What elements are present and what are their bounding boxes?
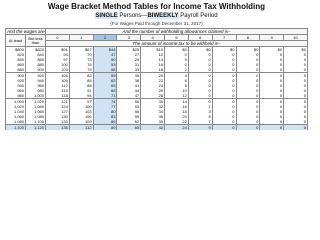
tax-cell: 0 <box>283 52 308 57</box>
wage-cell: 840 <box>25 52 46 57</box>
tax-cell: 0 <box>283 72 308 78</box>
page-body: {"header": {"title": "Wage Bracket Metho… <box>0 2 313 130</box>
tax-cell: 0 <box>283 78 308 83</box>
wage-cell: 1,100 <box>25 119 46 125</box>
wage-cell: 900 <box>25 67 46 73</box>
table-row: 880 900 103 79 56 33 18 2 0 0 0 0 0 <box>5 67 308 73</box>
tax-cell: 136 <box>45 124 70 130</box>
wage-cell: 1,020 <box>25 98 46 104</box>
table-row: 920 940 109 85 62 38 22 6 0 0 0 0 0 <box>5 78 308 83</box>
tax-cell: 0 <box>283 119 308 125</box>
tax-cell: 0 <box>283 62 308 67</box>
col-but-less: But less than <box>25 34 46 47</box>
tax-cell: 0 <box>283 93 308 99</box>
subtitle-text: Persons— <box>117 13 148 19</box>
wage-cell: 860 <box>25 57 46 62</box>
tax-cell: $0 <box>283 46 308 52</box>
wage-cell: 920 <box>25 72 46 78</box>
col-at-least: At least <box>5 34 26 47</box>
table-row: $800 $820 $91 $67 $44 $25 $10 $0 $0 $0 $0 $0 $0 <box>5 46 308 52</box>
table-row: 1,060 1,080 130 106 83 59 36 20 5 0 0 0 0 <box>5 114 308 119</box>
note: (For Wages Paid through December 31, 201… <box>110 21 203 26</box>
wage-cell: 940 <box>25 78 46 83</box>
tax-cell: 0 <box>283 124 308 130</box>
tax-cell: 0 <box>283 57 308 62</box>
tax-cell: 112 <box>68 124 94 130</box>
wage-cell: 1,080 <box>25 114 46 119</box>
wage-cell: 1,000 <box>25 93 46 99</box>
table-row: 1,040 1,060 127 103 80 56 34 18 3 0 0 0 0 <box>5 109 308 114</box>
tax-cell: 42 <box>140 124 166 130</box>
table-row: 940 960 112 88 65 41 24 8 0 0 0 0 0 <box>5 83 308 88</box>
filing-status: SINGLE <box>95 13 118 19</box>
document: Wage Bracket Method Tables for Income Ta… <box>0 2 313 130</box>
subtitle-text: Payroll Period <box>178 13 218 19</box>
wage-cell: 980 <box>25 88 46 93</box>
tax-cell: 0 <box>259 124 285 130</box>
table-row: 960 980 115 91 68 44 26 10 0 0 0 0 0 <box>5 88 308 93</box>
withholding-table: And the wages are– And the number of wit… <box>5 28 308 130</box>
tax-cell: 89 <box>92 124 118 130</box>
tax-cell: 24 <box>164 124 189 130</box>
tax-cell: 9 <box>187 124 213 130</box>
tax-cell: 0 <box>283 67 308 73</box>
tax-cell: 0 <box>283 98 308 104</box>
table-row: 1,000 1,020 121 97 74 50 30 14 0 0 0 0 0 <box>5 98 308 104</box>
subtitle: SINGLE Persons—BIWEEKLY Payroll Period <box>0 13 313 19</box>
table-row: 980 1,000 118 94 71 47 28 12 0 0 0 0 0 <box>5 93 308 99</box>
table-row: 840 860 97 73 50 29 14 0 0 0 0 0 0 <box>5 57 308 62</box>
table-row: 1,080 1,100 133 109 86 62 39 22 7 0 0 0 0 <box>5 119 308 125</box>
wage-cell: 1,040 <box>25 104 46 109</box>
tax-cell: 0 <box>235 124 261 130</box>
tax-cell: 0 <box>283 114 308 119</box>
wage-cell: 1,100 <box>5 124 26 130</box>
tax-cell: 65 <box>116 124 142 130</box>
wage-cell: $820 <box>25 46 46 52</box>
title: Wage Bracket Method Tables for Income Ta… <box>47 2 266 11</box>
table-row: 820 840 94 70 47 27 12 0 0 0 0 0 0 <box>5 52 308 57</box>
table-row: 860 880 100 76 53 31 16 0 0 0 0 0 0 <box>5 62 308 67</box>
wage-cell: 960 <box>25 83 46 88</box>
table-row: 1,020 1,040 124 100 77 53 32 16 1 0 0 0 0 <box>5 104 308 109</box>
payroll-period: BIWEEKLY <box>147 13 179 19</box>
amount-label: The amount of income tax to be withheld … <box>45 40 308 47</box>
table-row: 900 920 106 82 59 35 20 4 0 0 0 0 0 <box>5 72 308 78</box>
table-row: 1,100 1,120 136 112 89 65 42 24 9 0 0 0 0 <box>5 124 308 130</box>
tax-cell: 0 <box>283 104 308 109</box>
wage-cell: 880 <box>25 62 46 67</box>
wages-label: And the wages are– <box>5 28 46 35</box>
table-body: $800 $820 $91 $67 $44 $25 $10 $0 $0 $0 $0 $0 $0 820 84… <box>5 46 308 130</box>
tax-cell: 0 <box>283 83 308 88</box>
wage-cell: 1,120 <box>25 124 46 130</box>
tax-cell: 0 <box>211 124 237 130</box>
wage-cell: 1,060 <box>25 109 46 114</box>
tax-cell: 0 <box>283 88 308 93</box>
tax-cell: 0 <box>283 109 308 114</box>
